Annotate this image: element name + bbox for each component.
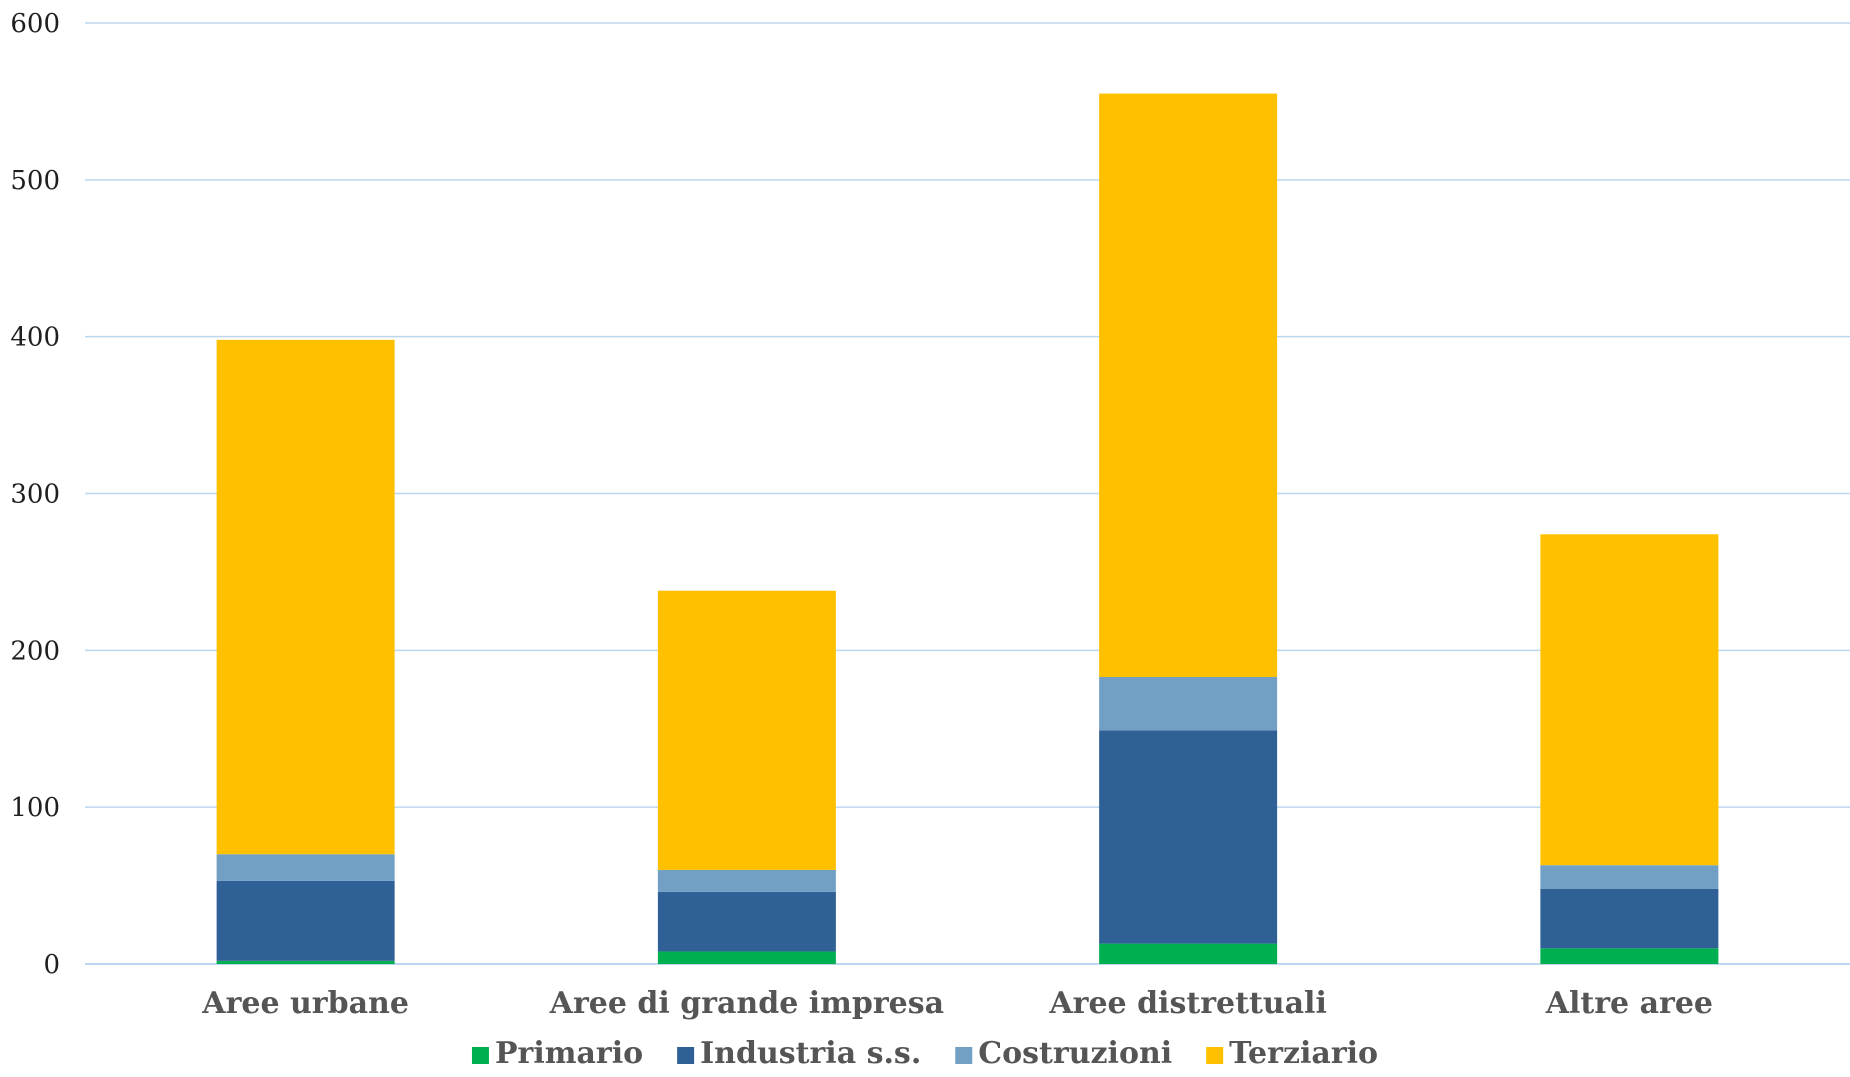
x-category-label: Altre aree — [1545, 986, 1713, 1021]
legend-item: Primario — [471, 1036, 643, 1071]
x-category-label: Aree di grande impresa — [549, 986, 944, 1021]
bar-segment-industria-s-s — [1540, 888, 1719, 949]
legend-swatch — [677, 1047, 695, 1064]
x-axis-category-labels: Aree urbane Aree di grande impresa Aree di… — [201, 986, 1713, 1021]
x-category-label: Aree distrettuali — [1048, 986, 1326, 1021]
bar-segment-costruzioni — [1099, 676, 1278, 731]
bar-segment-costruzioni — [1540, 865, 1719, 889]
bar-segment-costruzioni — [657, 869, 836, 892]
legend-item: Terziario — [1206, 1036, 1378, 1071]
legend-label: Costruzioni — [978, 1036, 1172, 1071]
y-tick-label: 400 — [10, 323, 60, 353]
legend-label: Industria s.s. — [700, 1036, 921, 1071]
legend-swatch — [1206, 1047, 1224, 1064]
bar-segment-terziario — [216, 339, 395, 855]
bar-segment-industria-s-s — [657, 891, 836, 952]
legend-swatch — [955, 1047, 973, 1064]
legend-swatch — [471, 1047, 489, 1064]
bar-segment-primario — [1540, 948, 1719, 964]
bar-segment-industria-s-s — [216, 880, 395, 961]
legend-item: Costruzioni — [955, 1036, 1172, 1071]
legend-label: Primario — [495, 1036, 643, 1071]
x-category-label: Aree urbane — [201, 986, 409, 1021]
bar-segment-primario — [216, 960, 395, 964]
y-tick-label: 500 — [10, 166, 60, 196]
bar-segment-terziario — [1099, 93, 1278, 677]
y-tick-label: 200 — [10, 636, 60, 666]
bar-segment-primario — [1099, 943, 1278, 964]
y-axis-tick-labels: 0 100 200 300 400 500 600 — [10, 9, 60, 980]
bar-segment-terziario — [657, 590, 836, 870]
bar-segment-costruzioni — [216, 854, 395, 881]
bar-segment-industria-s-s — [1099, 730, 1278, 944]
bars — [216, 93, 1719, 964]
y-tick-label: 300 — [10, 480, 60, 510]
y-tick-label: 100 — [10, 793, 60, 823]
y-tick-label: 0 — [43, 950, 60, 980]
bar-segment-terziario — [1540, 534, 1719, 866]
legend: Primario Industria s.s. Costruzioni Terziar… — [471, 1036, 1378, 1071]
y-tick-label: 600 — [10, 9, 60, 39]
legend-item: Industria s.s. — [677, 1036, 921, 1071]
bar-segment-primario — [657, 951, 836, 964]
legend-label: Terziario — [1229, 1036, 1378, 1071]
